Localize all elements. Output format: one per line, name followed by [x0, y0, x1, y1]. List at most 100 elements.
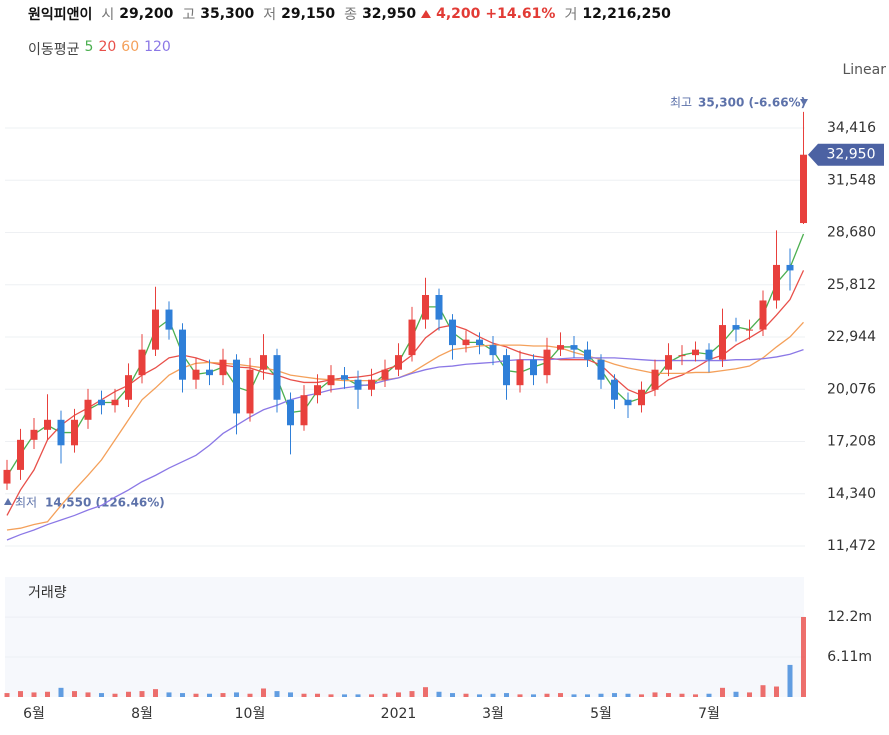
annotation-text: 14,550 (126.46%): [45, 496, 165, 510]
field-label: 저: [263, 7, 277, 23]
volume-bar: [328, 694, 334, 697]
candle-body: [449, 319, 456, 346]
volume-bar: [18, 691, 23, 697]
candle-body: [516, 359, 524, 386]
field-label: 시: [101, 7, 115, 23]
candle-body: [84, 399, 92, 420]
candle-body: [30, 429, 38, 440]
volume-bar: [436, 691, 442, 697]
y-tick-label: 28,680: [827, 225, 876, 241]
candle-body: [233, 359, 240, 414]
change-pct: +14.61%: [485, 6, 556, 22]
x-tick-label: 6월: [23, 706, 45, 722]
volume-bar: [490, 693, 496, 697]
candle-body: [759, 300, 767, 330]
candle-body: [179, 329, 186, 380]
candle-body: [665, 355, 672, 370]
up-triangle: [421, 10, 432, 18]
candle-body: [543, 349, 551, 376]
field-value: 32,950: [362, 6, 417, 22]
volume-bar: [571, 694, 577, 697]
volume-bar: [666, 693, 671, 697]
candle-body: [152, 309, 159, 350]
last-price-tag: [808, 143, 884, 166]
volume-bar: [99, 693, 104, 697]
y-tick-label: 31,548: [827, 172, 876, 188]
volume-bar: [625, 693, 631, 697]
volume-bar: [787, 664, 793, 697]
up-triangle: [4, 498, 12, 505]
candle-body: [597, 359, 605, 380]
candle-body: [395, 355, 402, 370]
volume-bar: [315, 693, 320, 697]
legend-entry: 60: [121, 39, 140, 55]
volume-bar: [409, 691, 415, 697]
volume-bar: [382, 693, 388, 697]
candle-body: [503, 355, 510, 386]
candle-body: [611, 379, 618, 400]
volume-bar: [747, 692, 752, 697]
volume-bar: [477, 694, 482, 697]
volume-bar: [774, 686, 779, 697]
volume-bar: [801, 616, 806, 697]
x-tick-label: 5월: [590, 706, 612, 722]
candle-body: [476, 339, 483, 346]
volume-bar: [679, 693, 685, 697]
candle-body: [341, 375, 348, 380]
candle-body: [462, 339, 470, 346]
volume-bar: [193, 693, 199, 697]
y-tick-label: 11,472: [827, 538, 876, 554]
candle-body: [273, 355, 281, 400]
field-label: 종: [344, 7, 358, 23]
volume-bar: [396, 692, 401, 697]
volume-bar: [342, 694, 347, 697]
candle-body: [219, 359, 227, 376]
volume-bar: [652, 692, 658, 697]
candle-body: [530, 359, 537, 376]
annotation-label: 최저: [15, 496, 37, 510]
candle-body: [570, 345, 578, 350]
candle-body: [719, 325, 726, 360]
quote-header: 원익피앤이 시 29,200 고 35,300 저 29,150 종 32,950 4,…: [28, 4, 671, 24]
volume-bar: [72, 691, 77, 697]
candle-body: [354, 379, 362, 390]
candle-body: [44, 419, 51, 430]
volume-bar: [693, 694, 698, 697]
grid: [5, 127, 805, 547]
candle-body: [300, 395, 308, 426]
volume-bar: [639, 694, 644, 697]
volume-bar: [585, 694, 590, 697]
candle-body: [57, 419, 65, 446]
volume-bar: [126, 691, 131, 697]
volume-bar: [423, 687, 428, 697]
field-value: 12,216,250: [582, 6, 671, 22]
candle-body: [422, 294, 429, 320]
legend-entry: 5: [84, 39, 94, 55]
candle-body: [557, 345, 564, 350]
candle-body: [287, 399, 294, 426]
candle-body: [314, 385, 321, 396]
candle-body: [125, 375, 132, 400]
y-tick-label: 12.2m: [827, 609, 872, 625]
candle-body: [192, 369, 200, 380]
volume-bar: [531, 694, 536, 697]
y-tick-label: 6.11m: [827, 649, 872, 665]
volume-bar: [85, 692, 91, 697]
field-value: 35,300: [200, 6, 255, 22]
volume-bar: [733, 691, 739, 697]
y-tick-label: 14,340: [827, 486, 876, 502]
volume-bar: [544, 693, 550, 697]
ma-line: [6, 270, 805, 516]
candle-body: [3, 469, 11, 484]
candle-body: [260, 355, 267, 370]
volume-bar: [760, 685, 766, 697]
volume-bar: [369, 694, 374, 697]
candle-body: [246, 369, 254, 414]
legend-entry: 20: [98, 39, 117, 55]
change: 4,200: [436, 6, 481, 22]
y-tick-label: 20,076: [827, 381, 876, 397]
volume-bar: [558, 693, 563, 697]
volume-bar: [612, 693, 617, 697]
y-tick-label: 25,812: [827, 277, 876, 293]
